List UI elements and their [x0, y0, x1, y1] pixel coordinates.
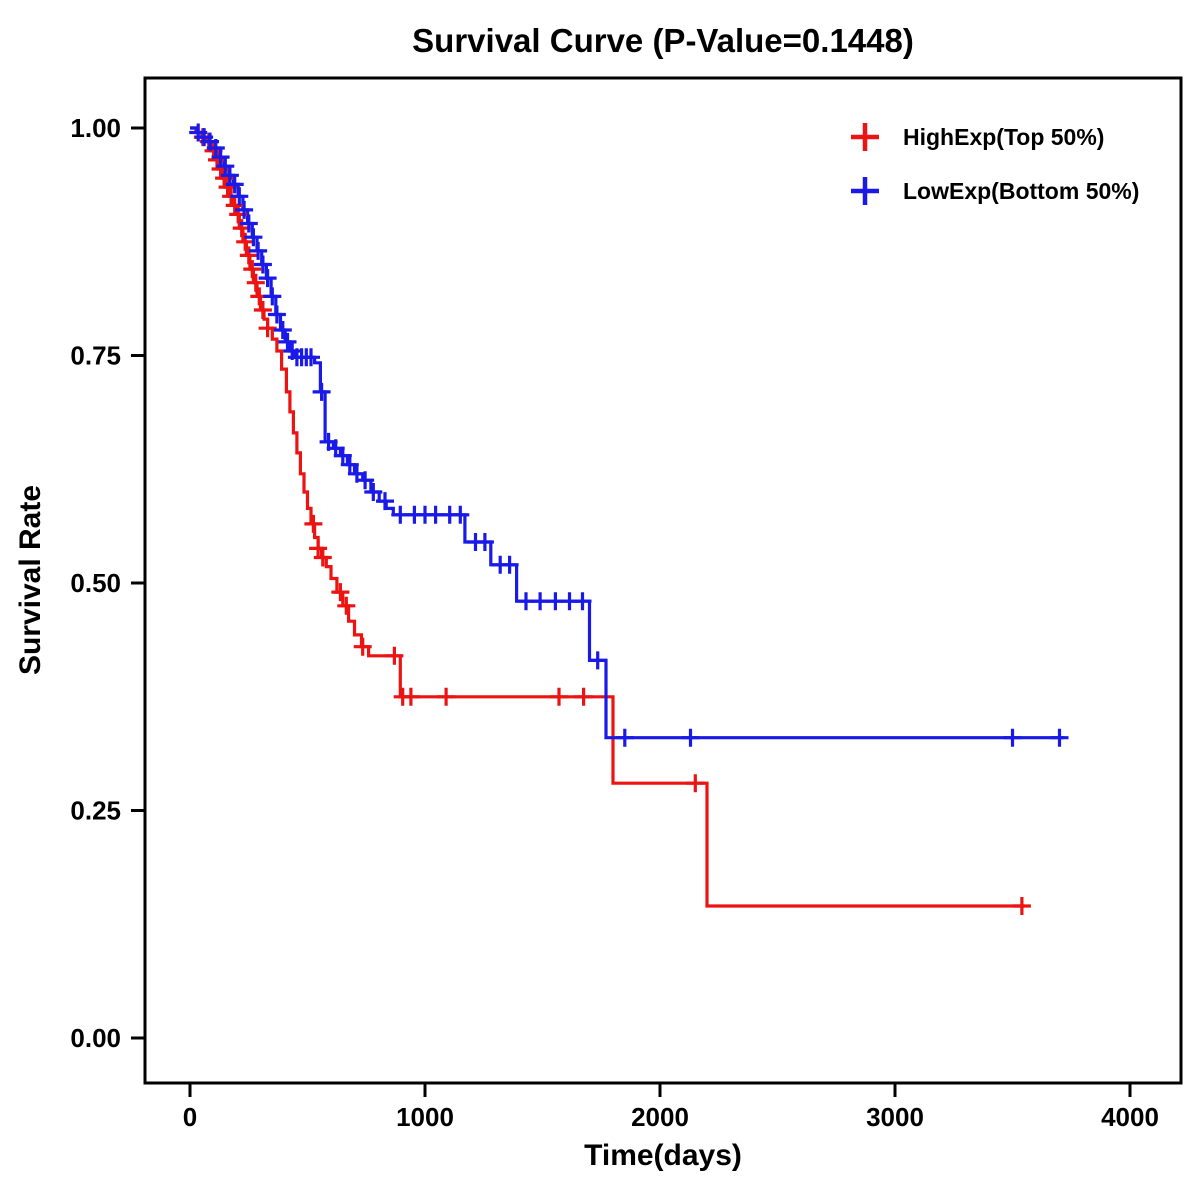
censor-mark — [216, 157, 235, 176]
censor-mark — [331, 583, 350, 602]
censor-mark — [211, 148, 230, 167]
x-axis-ticks: 0 1000 2000 3000 4000 — [183, 1083, 1159, 1132]
legend-label-lowexp: LowExp(Bottom 50%) — [903, 178, 1139, 204]
censor-mark — [1050, 728, 1069, 747]
censor-mark — [437, 687, 456, 706]
censor-mark — [573, 592, 592, 611]
censor-mark — [353, 637, 372, 656]
lowexp-plus-marker-icon — [851, 177, 879, 205]
x-axis-title: Time(days) — [584, 1139, 742, 1172]
x-tick-label: 0 — [183, 1102, 197, 1132]
plot-panel-border — [143, 76, 1183, 1085]
censor-mark — [244, 228, 263, 247]
legend: HighExp(Top 50%) LowExp(Bottom 50%) — [851, 123, 1139, 205]
censor-mark — [574, 687, 593, 706]
x-tick-label: 4000 — [1101, 1102, 1159, 1132]
censor-mark — [239, 214, 258, 233]
censor-mark — [267, 305, 286, 324]
censor-mark — [588, 651, 607, 670]
censor-mark — [337, 596, 356, 615]
censor-mark — [681, 728, 700, 747]
censor-mark — [333, 446, 352, 465]
censor-mark — [225, 175, 244, 194]
censor-mark — [302, 348, 320, 367]
censor-marks — [189, 123, 1069, 915]
censor-mark — [225, 196, 244, 215]
censor-mark — [239, 246, 258, 265]
y-axis-title: Survival Rate — [14, 485, 47, 675]
censor-mark — [304, 514, 323, 533]
censor-mark — [376, 492, 394, 511]
legend-label-highexp: HighExp(Top 50%) — [903, 124, 1104, 150]
censor-mark — [340, 455, 359, 474]
censor-mark — [206, 139, 225, 157]
legend-item-highexp: HighExp(Top 50%) — [851, 123, 1104, 151]
y-tick-label: 1.00 — [70, 113, 121, 143]
censor-mark — [550, 687, 568, 706]
censor-mark — [246, 273, 265, 292]
censor-mark — [253, 255, 272, 274]
censor-mark — [401, 687, 420, 706]
censor-mark — [235, 200, 254, 219]
censor-mark — [475, 533, 494, 551]
y-tick-label: 0.75 — [70, 341, 121, 371]
x-tick-label: 3000 — [866, 1102, 924, 1132]
censor-mark — [312, 382, 331, 401]
censor-mark — [273, 321, 292, 339]
censor-mark — [278, 332, 297, 351]
y-tick-label: 0.25 — [70, 796, 121, 826]
legend-item-lowexp: LowExp(Bottom 50%) — [851, 177, 1139, 205]
censor-mark — [220, 166, 239, 185]
censor-mark — [253, 301, 272, 319]
censor-mark — [313, 548, 332, 567]
x-tick-label: 1000 — [396, 1102, 454, 1132]
censor-mark — [263, 287, 282, 306]
y-tick-label: 0.00 — [70, 1023, 121, 1053]
censor-mark — [615, 728, 634, 747]
censor-mark — [385, 646, 404, 665]
x-tick-label: 2000 — [631, 1102, 689, 1132]
highexp-plus-marker-icon — [851, 123, 879, 151]
censor-mark — [258, 319, 277, 338]
censor-mark — [249, 241, 268, 260]
y-axis-ticks: 1.00 0.75 0.50 0.25 0.00 — [70, 113, 145, 1053]
censor-mark — [230, 187, 249, 206]
censor-mark — [686, 774, 705, 793]
censor-mark — [258, 269, 277, 288]
censor-mark — [1003, 728, 1022, 747]
censor-mark — [364, 483, 383, 501]
censor-mark — [356, 471, 375, 490]
censor-mark — [500, 555, 519, 574]
censor-mark — [451, 505, 470, 524]
censor-mark — [1012, 897, 1031, 915]
y-tick-label: 0.50 — [70, 568, 121, 598]
censor-mark — [531, 592, 550, 611]
chart-title: Survival Curve (P-Value=0.1448) — [412, 22, 914, 59]
censor-mark — [243, 260, 262, 279]
censor-mark — [309, 539, 328, 558]
